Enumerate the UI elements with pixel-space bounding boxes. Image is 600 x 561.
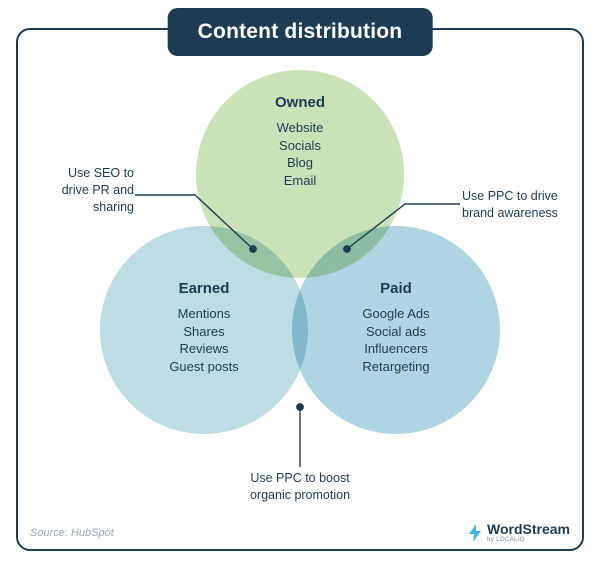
- section-paid-item: Influencers: [312, 340, 480, 358]
- wordstream-icon: [468, 524, 482, 542]
- section-owned: Owned Website Socials Blog Email: [100, 94, 500, 189]
- section-earned-header: Earned: [120, 280, 288, 297]
- section-owned-item: Socials: [100, 137, 500, 155]
- brand-logo: WordStream by LOCALiQ: [468, 522, 570, 543]
- section-earned-item: Shares: [120, 323, 288, 341]
- callout-line: drive PR and: [52, 182, 134, 199]
- brand-name: WordStream: [487, 522, 570, 536]
- callout-line: sharing: [52, 199, 134, 216]
- section-earned: Earned Mentions Shares Reviews Guest pos…: [120, 280, 288, 375]
- brand-subline: by LOCALiQ: [487, 537, 570, 543]
- section-paid-header: Paid: [312, 280, 480, 297]
- section-owned-item: Blog: [100, 154, 500, 172]
- section-earned-item: Reviews: [120, 340, 288, 358]
- section-paid: Paid Google Ads Social ads Influencers R…: [312, 280, 480, 375]
- source-label: Source: HubSpot: [30, 527, 114, 539]
- callout-line: brand awareness: [462, 205, 582, 222]
- callout-line: Use PPC to drive: [462, 188, 582, 205]
- section-owned-header: Owned: [100, 94, 500, 111]
- callout-line: Use SEO to: [52, 165, 134, 182]
- section-owned-item: Email: [100, 172, 500, 190]
- section-paid-item: Social ads: [312, 323, 480, 341]
- section-earned-item: Mentions: [120, 305, 288, 323]
- callout-earned-paid: Use PPC to boost organic promotion: [200, 470, 400, 504]
- section-paid-item: Retargeting: [312, 358, 480, 376]
- section-paid-item: Google Ads: [312, 305, 480, 323]
- callout-owned-paid: Use PPC to drive brand awareness: [462, 188, 582, 222]
- page-title: Content distribution: [168, 8, 433, 56]
- callout-line: organic promotion: [200, 487, 400, 504]
- section-earned-item: Guest posts: [120, 358, 288, 376]
- callout-owned-earned: Use SEO to drive PR and sharing: [52, 165, 134, 216]
- venn-diagram: Owned Website Socials Blog Email Earned …: [100, 70, 500, 440]
- callout-line: Use PPC to boost: [200, 470, 400, 487]
- section-owned-item: Website: [100, 119, 500, 137]
